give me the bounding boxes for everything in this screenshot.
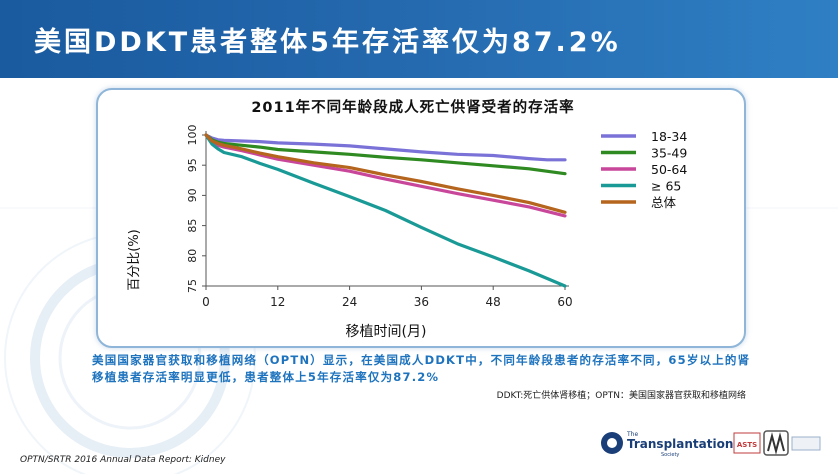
legend-label: 总体 [651, 195, 677, 210]
logo-text-the: The [627, 431, 639, 438]
x-tick-label: 48 [486, 295, 501, 309]
x-tick-label: 60 [557, 295, 572, 309]
y-tick-label: 80 [186, 249, 199, 263]
y-axis-label: 百分比(%) [127, 229, 142, 291]
series-line-3 [204, 133, 567, 288]
y-tick-label: 85 [186, 219, 199, 233]
legend-label: 18-34 [651, 129, 687, 144]
legend-label: ≥ 65 [651, 179, 681, 194]
chart-panel: 2011年不同年龄段成人死亡供肾受者的存活率 75 80 85 90 95 100 0 12 2… [96, 88, 746, 348]
y-tick-label: 95 [186, 158, 199, 172]
asts-logo-icon: ASTS [733, 430, 821, 456]
series-line-2 [204, 133, 567, 218]
series-line-0 [204, 133, 567, 162]
series-line-4 [204, 133, 567, 214]
transplantation-society-logo: The Transplantation Society [601, 428, 734, 458]
y-tick-label: 75 [186, 279, 199, 293]
asts-logo-text: ASTS [737, 441, 757, 449]
x-tick-label: 36 [414, 295, 429, 309]
x-tick-label: 0 [202, 295, 210, 309]
x-axis-label: 移植时间(月) [346, 324, 427, 340]
footnote: DDKT:死亡供体肾移植；OPTN：美国国家器官获取和移植网络 [496, 391, 746, 401]
logo-text-society: Society [661, 452, 680, 458]
logo-text-transplantation: Transplantation [627, 437, 734, 451]
title-banner: 美国DDKT患者整体5年存活率仅为87.2% [0, 0, 838, 78]
legend-label: 35-49 [651, 146, 687, 161]
y-tick-label: 90 [186, 188, 199, 202]
x-tick-label: 12 [270, 295, 285, 309]
survival-line-chart: 2011年不同年龄段成人死亡供肾受者的存活率 75 80 85 90 95 100 0 12 2… [127, 98, 687, 340]
chart-title: 2011年不同年龄段成人死亡供肾受者的存活率 [251, 98, 574, 116]
x-tick-label: 24 [342, 295, 357, 309]
caption-text: 美国国家器官获取和移植网络（OPTN）显示，在美国成人DDKT中，不同年龄段患者… [92, 353, 751, 384]
society-emblem-icon [601, 432, 623, 454]
legend-label: 50-64 [651, 162, 687, 177]
source-citation: OPTN/SRTR 2016 Annual Data Report: Kidne… [20, 455, 226, 465]
y-tick-label: 100 [186, 125, 199, 146]
slide-title: 美国DDKT患者整体5年存活率仅为87.2% [34, 27, 621, 58]
partner-logos: ASTS [732, 428, 824, 458]
